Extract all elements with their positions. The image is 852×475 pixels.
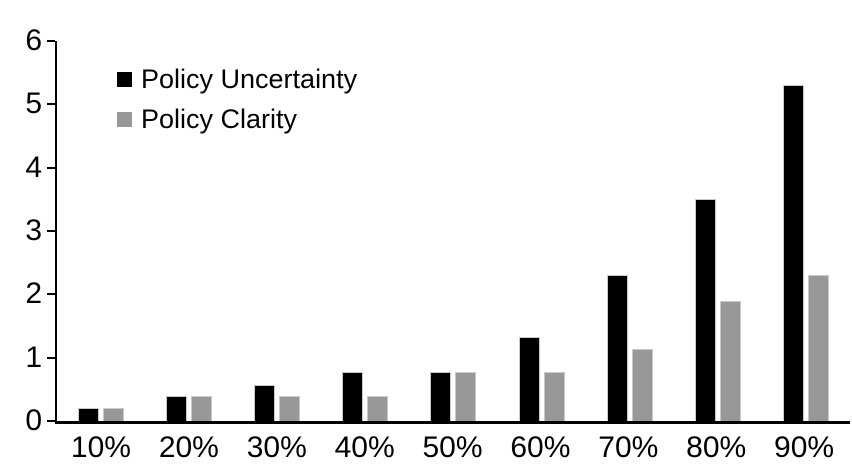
bar-clarity-60% (543, 372, 565, 421)
bar-clarity-90% (807, 275, 829, 421)
bar-group-90% (762, 41, 850, 421)
bar-uncertainty-50% (430, 372, 452, 421)
legend-label-policy-clarity: Policy Clarity (141, 104, 298, 134)
x-axis-label: 10% (70, 431, 131, 464)
bar-uncertainty-40% (342, 372, 364, 421)
y-tick-mark (47, 103, 55, 106)
legend-label-policy-uncertainty: Policy Uncertainty (141, 64, 358, 94)
bar-group-50% (409, 41, 497, 421)
y-tick-label: 6 (25, 24, 42, 57)
x-axis-label: 80% (686, 431, 747, 464)
legend-swatch-clarity-icon (117, 112, 132, 127)
bar-group-80% (674, 41, 762, 421)
bar-clarity-70% (631, 349, 653, 421)
bar-clarity-20% (191, 395, 213, 421)
bar-uncertainty-70% (606, 275, 628, 421)
bar-clarity-10% (103, 408, 125, 421)
x-axis-label: 40% (334, 431, 395, 464)
y-tick-mark (47, 420, 55, 422)
bar-uncertainty-90% (782, 85, 804, 421)
legend-swatch-uncertainty-icon (117, 72, 132, 87)
y-tick-mark (47, 356, 55, 359)
bar-clarity-50% (455, 372, 477, 421)
plot-area (55, 41, 850, 424)
bar-group-30% (233, 41, 321, 421)
bar-group-20% (145, 41, 233, 421)
y-tick-mark (47, 293, 55, 296)
x-axis-label: 30% (246, 431, 307, 464)
x-axis-label: 70% (598, 431, 659, 464)
y-tick-mark (47, 230, 55, 232)
x-axis-label: 50% (422, 431, 483, 464)
x-axis-label: 60% (510, 431, 571, 464)
bar-group-10% (57, 41, 145, 421)
bar-uncertainty-60% (518, 336, 540, 421)
bar-clarity-40% (367, 395, 389, 421)
y-tick-label: 4 (25, 150, 42, 184)
y-tick-label: 2 (25, 277, 42, 311)
bar-uncertainty-30% (254, 384, 276, 421)
bar-group-70% (586, 41, 674, 421)
x-axis-label: 20% (158, 431, 219, 464)
y-tick-label: 0 (25, 404, 42, 437)
bar-group-60% (498, 41, 586, 421)
x-axis-label: 90% (774, 431, 835, 464)
bar-uncertainty-20% (166, 395, 188, 421)
x-axis-labels: 10% 20% 30% 40% 50% 60% 70% 80% 90% (57, 432, 848, 464)
bar-clarity-80% (719, 300, 741, 421)
y-tick-mark (47, 166, 55, 169)
legend-item-policy-uncertainty: Policy Uncertainty (117, 64, 357, 95)
bar-uncertainty-80% (694, 199, 716, 421)
legend-item-policy-clarity: Policy Clarity (117, 104, 357, 135)
y-tick-mark (47, 40, 55, 42)
bar-clarity-30% (279, 395, 301, 421)
y-tick-label: 3 (25, 214, 42, 247)
y-tick-label: 5 (25, 87, 42, 121)
bar-group-40% (321, 41, 409, 421)
y-tick-label: 1 (25, 340, 42, 374)
bar-uncertainty-10% (78, 408, 100, 421)
legend: Policy Uncertainty Policy Clarity (117, 64, 357, 135)
